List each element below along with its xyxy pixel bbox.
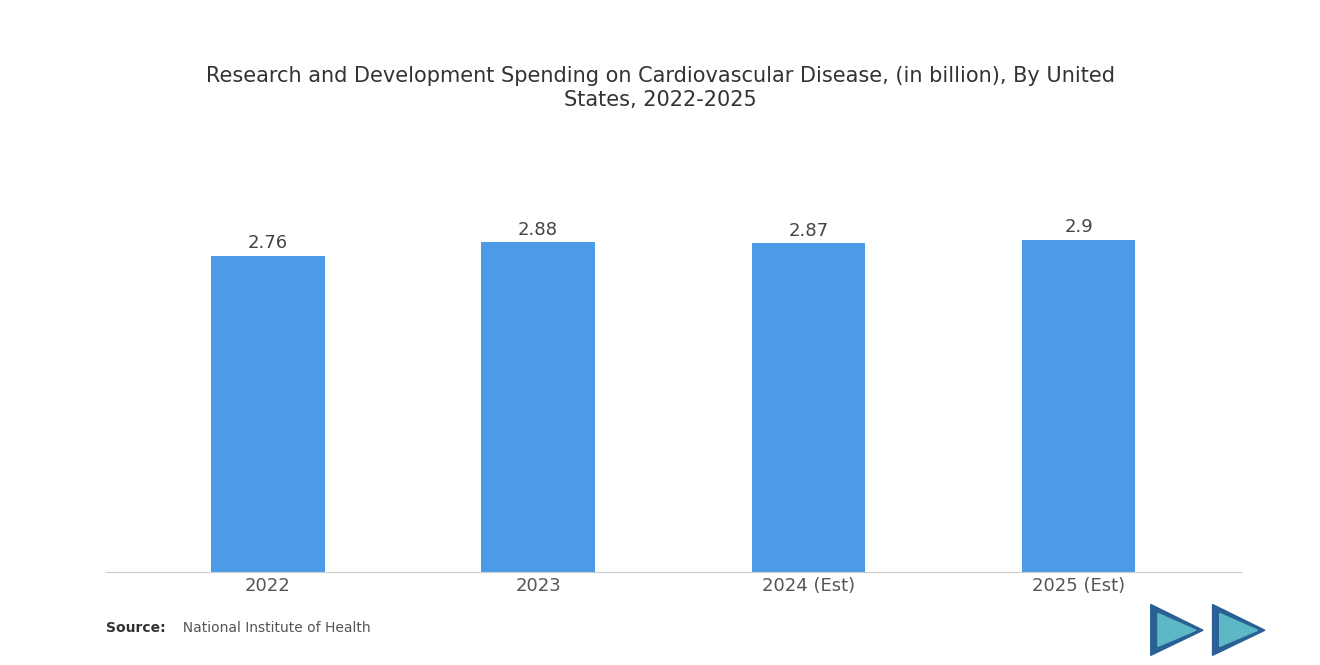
Bar	[1022, 240, 1135, 572]
Text: 2.9: 2.9	[1064, 218, 1093, 236]
Polygon shape	[1213, 604, 1265, 656]
Polygon shape	[1220, 613, 1258, 646]
Text: 2.88: 2.88	[517, 221, 558, 239]
Polygon shape	[1151, 604, 1203, 656]
Bar	[482, 242, 595, 572]
Bar	[751, 243, 865, 572]
Bar	[211, 256, 325, 572]
Polygon shape	[1158, 613, 1196, 646]
Text: 2.87: 2.87	[788, 221, 829, 240]
Text: National Institute of Health: National Institute of Health	[174, 620, 371, 635]
Text: 2.76: 2.76	[248, 234, 288, 252]
Text: Research and Development Spending on Cardiovascular Disease, (in billion), By Un: Research and Development Spending on Car…	[206, 66, 1114, 110]
Text: Source:: Source:	[106, 620, 165, 635]
